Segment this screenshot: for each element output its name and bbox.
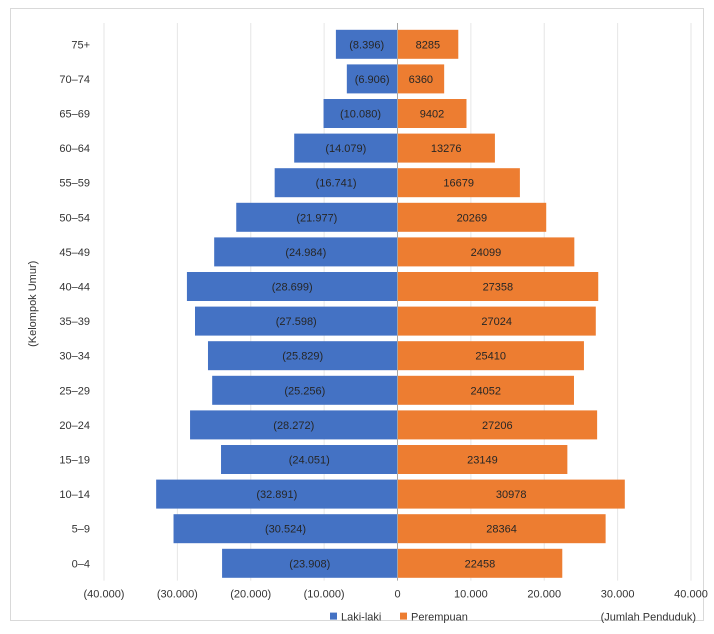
bar-perempuan [397, 306, 596, 336]
y-tick-label: 10–14 [59, 489, 90, 501]
bar-laki-laki [323, 99, 398, 128]
bar-laki-laki [294, 133, 398, 163]
data-label-laki-laki: (32.891) [256, 489, 297, 501]
data-label-perempuan: 8285 [416, 39, 440, 51]
bar-laki-laki [194, 306, 398, 336]
data-label-laki-laki: (30.524) [265, 524, 306, 536]
y-tick-label: 35–39 [59, 316, 90, 328]
bar-laki-laki [236, 202, 398, 232]
bar-laki-laki [221, 445, 398, 474]
data-label-perempuan: 20269 [457, 212, 488, 224]
x-tick-label: 10.000 [454, 589, 488, 601]
data-label-perempuan: 27024 [481, 316, 512, 328]
data-label-laki-laki: (25.256) [284, 385, 325, 397]
bar-perempuan [397, 375, 574, 405]
bar-perempuan [397, 237, 575, 267]
bar-laki-laki [214, 237, 398, 267]
data-label-perempuan: 13276 [431, 143, 462, 155]
y-tick-label: 15–19 [59, 455, 90, 467]
data-label-laki-laki: (25.829) [282, 351, 323, 363]
data-label-laki-laki: (27.598) [276, 316, 317, 328]
x-tick-label: (10.000) [304, 589, 345, 601]
data-label-laki-laki: (14.079) [325, 143, 366, 155]
x-tick-label: 0 [394, 589, 400, 601]
x-tick-label: 30.000 [601, 589, 635, 601]
y-tick-label: 70–74 [59, 74, 90, 86]
data-label-perempuan: 6360 [409, 74, 433, 86]
legend-swatch-laki-laki [330, 612, 337, 620]
y-tick-label: 65–69 [59, 109, 90, 121]
data-label-laki-laki: (16.741) [316, 178, 357, 190]
bar-laki-laki [335, 29, 398, 59]
data-label-perempuan: 22458 [465, 558, 496, 570]
bar-perempuan [397, 341, 584, 371]
x-tick-label: (40.000) [84, 589, 125, 601]
x-tick-label: (30.000) [157, 589, 198, 601]
data-label-perempuan: 9402 [420, 109, 444, 121]
bar-perempuan [397, 133, 495, 163]
data-label-perempuan: 23149 [467, 455, 498, 467]
bar-laki-laki [173, 514, 398, 544]
bar-laki-laki [212, 375, 398, 405]
y-tick-label: 60–64 [59, 143, 90, 155]
bar-perempuan [397, 29, 459, 59]
data-label-laki-laki: (24.984) [285, 247, 326, 259]
bar-laki-laki [346, 64, 398, 94]
bar-perempuan [397, 445, 568, 474]
y-tick-label: 75+ [71, 39, 90, 51]
bar-perempuan [397, 548, 563, 578]
data-label-laki-laki: (6.906) [355, 74, 390, 86]
y-tick-label: 50–54 [59, 212, 90, 224]
data-label-laki-laki: (23.908) [289, 558, 330, 570]
y-tick-label: 0–4 [72, 558, 90, 570]
bar-laki-laki [190, 410, 398, 440]
data-label-laki-laki: (28.699) [272, 282, 313, 294]
bar-laki-laki [156, 479, 398, 509]
y-axis-label: (Kelompok Umur) [27, 261, 39, 347]
data-label-perempuan: 24099 [471, 247, 502, 259]
data-label-laki-laki: (21.977) [296, 212, 337, 224]
bar-laki-laki [207, 341, 398, 371]
y-tick-label: 25–29 [59, 385, 90, 397]
legend: Laki-laki Perempuan [330, 612, 468, 624]
data-label-laki-laki: (8.396) [349, 39, 384, 51]
y-tick-label: 20–24 [59, 420, 90, 432]
data-label-perempuan: 27206 [482, 420, 513, 432]
bar-perempuan [397, 479, 625, 509]
bar-laki-laki [222, 548, 398, 578]
data-label-laki-laki: (28.272) [273, 420, 314, 432]
data-label-perempuan: 16679 [443, 178, 474, 190]
bar-perempuan [397, 514, 606, 544]
x-axis-label: (Jumlah Penduduk) [601, 612, 696, 624]
data-label-perempuan: 30978 [496, 489, 527, 501]
bar-perempuan [397, 64, 445, 94]
y-tick-label: 45–49 [59, 247, 90, 259]
bar-perempuan [397, 410, 598, 440]
bar-laki-laki [274, 168, 398, 198]
y-tick-label: 5–9 [72, 524, 90, 536]
y-tick-label: 30–34 [59, 351, 90, 363]
y-tick-label: 55–59 [59, 178, 90, 190]
bar-laki-laki [186, 272, 398, 301]
x-tick-label: (20.000) [230, 589, 271, 601]
bar-perempuan [397, 99, 467, 128]
data-label-laki-laki: (24.051) [289, 455, 330, 467]
bar-perempuan [397, 168, 520, 198]
legend-swatch-perempuan [400, 612, 407, 620]
y-tick-label: 40–44 [59, 282, 90, 294]
legend-label-laki-laki: Laki-laki [341, 612, 381, 624]
data-label-perempuan: 27358 [483, 282, 514, 294]
data-label-laki-laki: (10.080) [340, 109, 381, 121]
x-tick-label: 20.000 [527, 589, 561, 601]
legend-label-perempuan: Perempuan [411, 612, 468, 624]
bar-perempuan [397, 202, 547, 232]
data-label-perempuan: 28364 [486, 524, 517, 536]
data-label-perempuan: 24052 [470, 385, 501, 397]
data-label-perempuan: 25410 [475, 351, 506, 363]
x-tick-label: 40.000 [674, 589, 708, 601]
bar-perempuan [397, 272, 599, 301]
